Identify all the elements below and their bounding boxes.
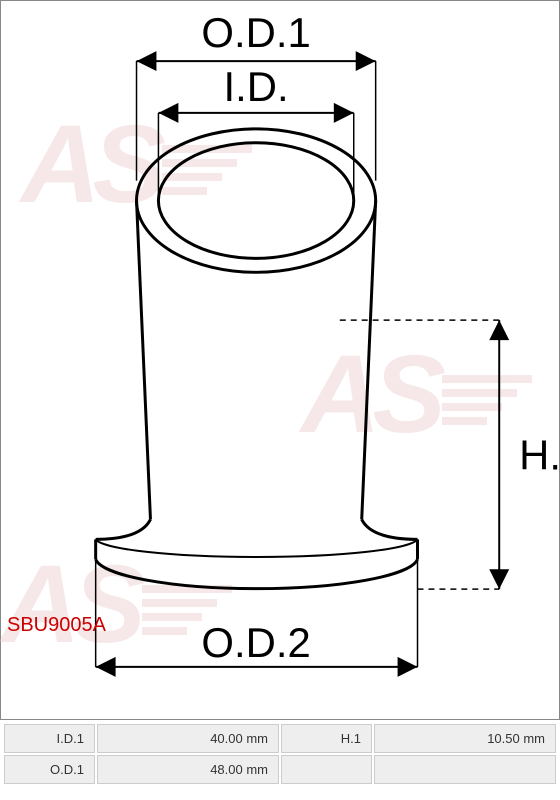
spec-value <box>374 755 556 784</box>
flange-bottom-arc <box>96 559 418 588</box>
spec-label: I.D.1 <box>4 724 95 753</box>
spec-label: H.1 <box>281 724 372 753</box>
label-h: H. <box>519 432 559 479</box>
label-id: I.D. <box>224 63 289 110</box>
spec-label <box>281 755 372 784</box>
cylinder-side-right <box>362 201 376 520</box>
flange-top-arc <box>96 539 418 557</box>
extension-lines <box>96 61 500 667</box>
top-outer-ellipse <box>137 129 376 272</box>
flange-curve-right <box>362 519 418 539</box>
diagram-area: AS AS AS <box>0 0 560 720</box>
bushing-outline <box>96 129 418 589</box>
spec-value: 48.00 mm <box>97 755 279 784</box>
part-number: SBU9005A <box>7 614 106 637</box>
table-row: O.D.1 48.00 mm <box>4 755 556 784</box>
cylinder-side-left <box>137 201 151 520</box>
label-od1: O.D.1 <box>201 9 310 56</box>
spec-value: 40.00 mm <box>97 724 279 753</box>
flange-curve-left <box>96 519 151 539</box>
spec-value: 10.50 mm <box>374 724 556 753</box>
top-inner-ellipse <box>158 143 353 259</box>
table-row: I.D.1 40.00 mm H.1 10.50 mm <box>4 724 556 753</box>
spec-label: O.D.1 <box>4 755 95 784</box>
bushing-diagram-svg: O.D.1 I.D. O.D.2 H. <box>1 1 559 719</box>
label-od2: O.D.2 <box>201 619 310 666</box>
spec-table: I.D.1 40.00 mm H.1 10.50 mm O.D.1 48.00 … <box>2 722 558 786</box>
dimension-lines <box>96 61 500 667</box>
